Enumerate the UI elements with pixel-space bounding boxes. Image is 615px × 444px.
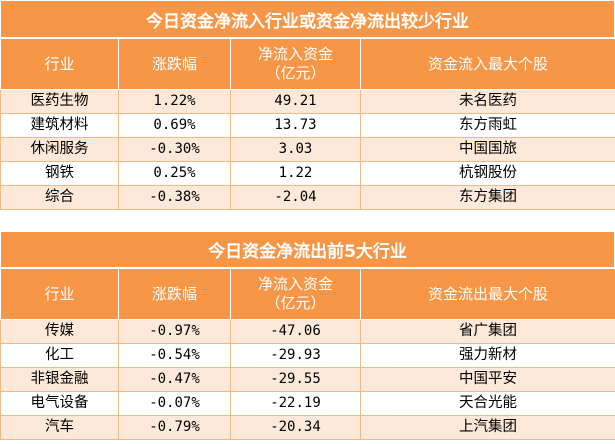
industry-cell: 非银金融 — [0, 367, 119, 392]
change-cell: 0.69% — [118, 113, 231, 138]
industry-cell: 化工 — [0, 343, 119, 368]
industry-cell: 医药生物 — [0, 89, 119, 114]
header-top-stock: 资金流出最大个股 — [360, 268, 615, 320]
header-change: 涨跌幅 — [118, 268, 231, 320]
industry-cell: 汽车 — [0, 415, 119, 440]
stock-cell: 中国国旅 — [360, 137, 615, 162]
industry-cell: 传媒 — [0, 319, 119, 344]
stock-cell: 东方集团 — [360, 185, 615, 210]
net-flow-cell: 1.22 — [230, 161, 361, 186]
change-cell: -0.07% — [118, 391, 231, 416]
change-cell: -0.47% — [118, 367, 231, 392]
table-row: 医药生物 1.22% 49.21 未名医药 — [0, 89, 615, 114]
net-flow-cell: -2.04 — [230, 185, 361, 210]
header-change: 涨跌幅 — [118, 38, 231, 90]
net-flow-cell: 3.03 — [230, 137, 361, 162]
header-top-stock: 资金流入最大个股 — [360, 38, 615, 90]
stock-cell: 强力新材 — [360, 343, 615, 368]
inflow-table-title: 今日资金净流入行业或资金净流出较少行业 — [0, 0, 615, 38]
table-row: 汽车 -0.79% -20.34 上汽集团 — [0, 415, 615, 440]
industry-cell: 建筑材料 — [0, 113, 119, 138]
industry-cell: 电气设备 — [0, 391, 119, 416]
table-row: 传媒 -0.97% -47.06 省广集团 — [0, 319, 615, 344]
change-cell: 1.22% — [118, 89, 231, 114]
stock-cell: 中国平安 — [360, 367, 615, 392]
net-flow-cell: -22.19 — [230, 391, 361, 416]
change-cell: -0.38% — [118, 185, 231, 210]
inflow-table: 行业 涨跌幅 净流入资金 （亿元） 资金流入最大个股 医药生物 1.22% 49… — [0, 38, 615, 210]
industry-cell: 休闲服务 — [0, 137, 119, 162]
stock-cell: 东方雨虹 — [360, 113, 615, 138]
header-net-flow: 净流入资金 （亿元） — [230, 38, 361, 90]
inflow-table-section: 今日资金净流入行业或资金净流出较少行业 行业 涨跌幅 净流入资金 （亿元） 资金… — [0, 0, 615, 210]
inflow-header-row: 行业 涨跌幅 净流入资金 （亿元） 资金流入最大个股 — [0, 38, 615, 90]
outflow-table-section: 今日资金净流出前5大行业 行业 涨跌幅 净流入资金 （亿元） 资金流出最大个股 … — [0, 231, 615, 440]
change-cell: 0.25% — [118, 161, 231, 186]
industry-cell: 综合 — [0, 185, 119, 210]
net-flow-cell: -29.55 — [230, 367, 361, 392]
stock-cell: 上汽集团 — [360, 415, 615, 440]
change-cell: -0.54% — [118, 343, 231, 368]
change-cell: -0.97% — [118, 319, 231, 344]
change-cell: -0.30% — [118, 137, 231, 162]
table-row: 综合 -0.38% -2.04 东方集团 — [0, 185, 615, 210]
stock-cell: 杭钢股份 — [360, 161, 615, 186]
stock-cell: 省广集团 — [360, 319, 615, 344]
net-flow-cell: -29.93 — [230, 343, 361, 368]
header-industry: 行业 — [0, 268, 119, 320]
net-flow-cell: -47.06 — [230, 319, 361, 344]
table-row: 电气设备 -0.07% -22.19 天合光能 — [0, 391, 615, 416]
net-flow-cell: -20.34 — [230, 415, 361, 440]
industry-cell: 钢铁 — [0, 161, 119, 186]
table-row: 建筑材料 0.69% 13.73 东方雨虹 — [0, 113, 615, 138]
header-net-flow: 净流入资金 （亿元） — [230, 268, 361, 320]
table-row: 休闲服务 -0.30% 3.03 中国国旅 — [0, 137, 615, 162]
outflow-table-title: 今日资金净流出前5大行业 — [0, 231, 615, 268]
table-row: 非银金融 -0.47% -29.55 中国平安 — [0, 367, 615, 392]
outflow-header-row: 行业 涨跌幅 净流入资金 （亿元） 资金流出最大个股 — [0, 268, 615, 320]
table-row: 化工 -0.54% -29.93 强力新材 — [0, 343, 615, 368]
table-row: 钢铁 0.25% 1.22 杭钢股份 — [0, 161, 615, 186]
stock-cell: 未名医药 — [360, 89, 615, 114]
stock-cell: 天合光能 — [360, 391, 615, 416]
net-flow-cell: 13.73 — [230, 113, 361, 138]
change-cell: -0.79% — [118, 415, 231, 440]
net-flow-cell: 49.21 — [230, 89, 361, 114]
outflow-table: 行业 涨跌幅 净流入资金 （亿元） 资金流出最大个股 传媒 -0.97% -47… — [0, 268, 615, 440]
header-industry: 行业 — [0, 38, 119, 90]
